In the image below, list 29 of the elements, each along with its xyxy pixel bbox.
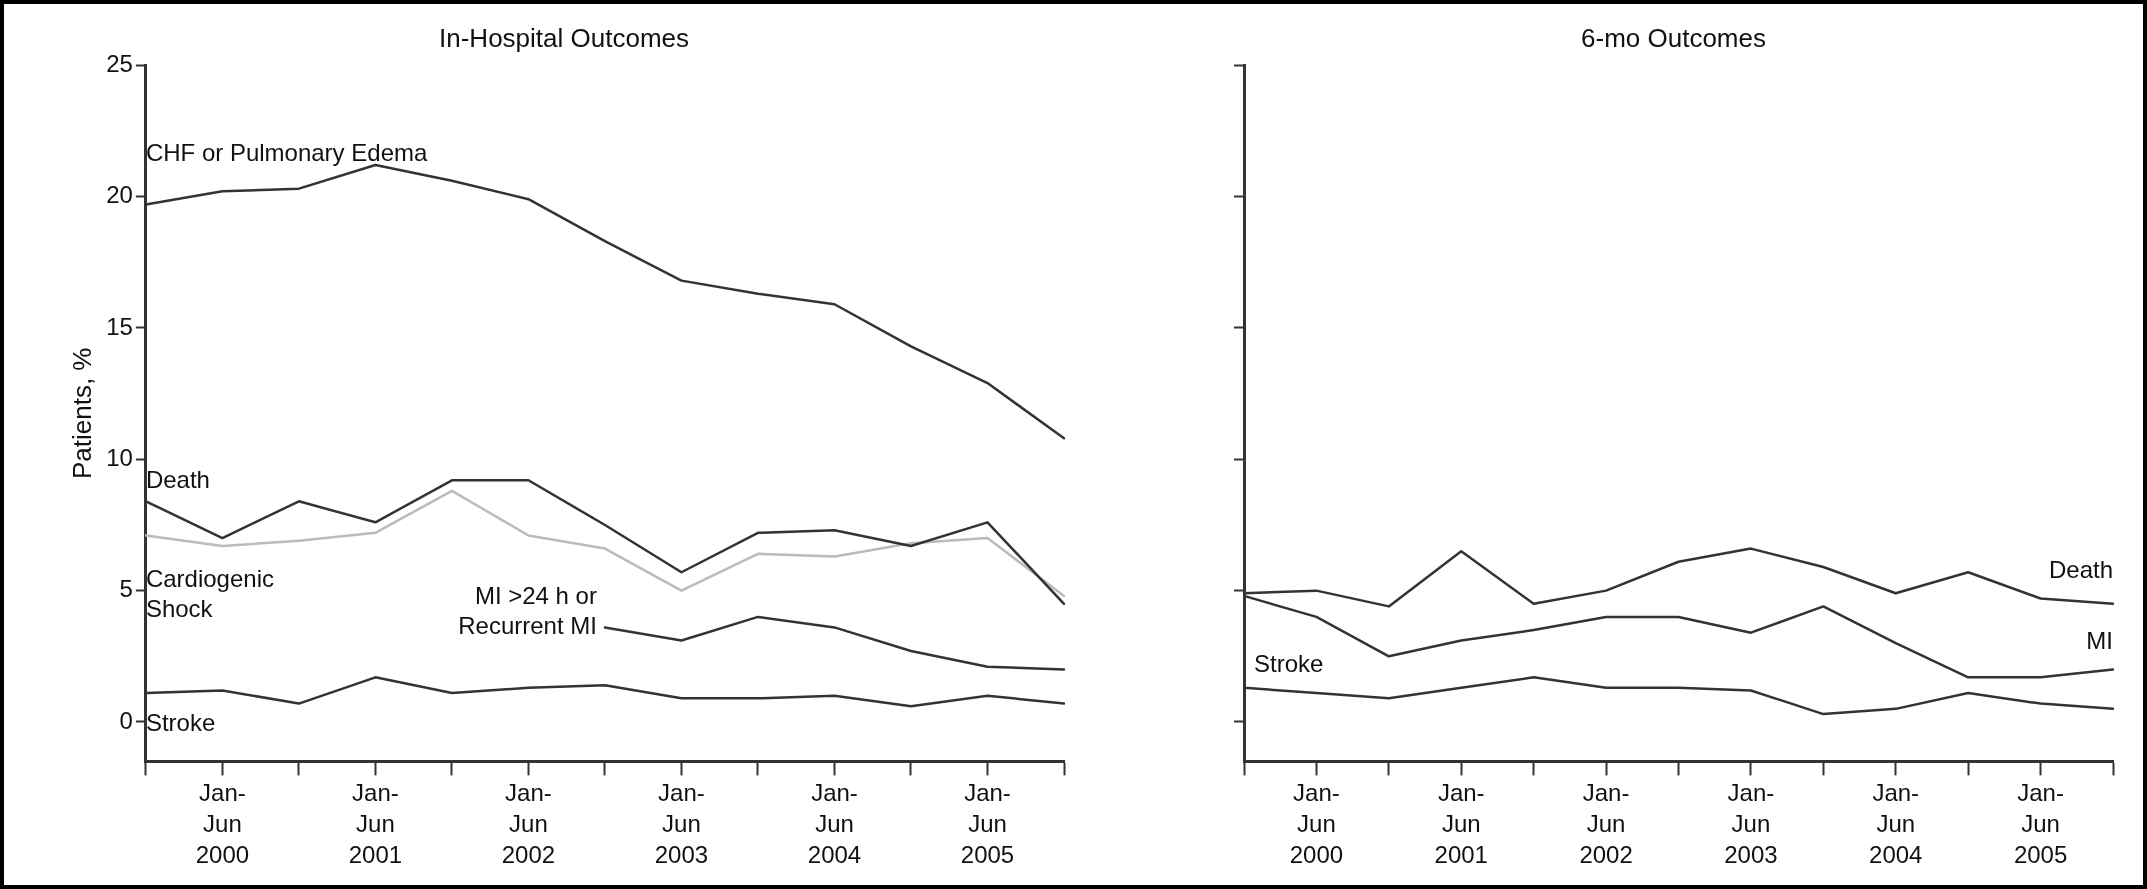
- series-label: Cardiogenic Shock: [145, 565, 274, 623]
- series-label: Death: [145, 465, 210, 493]
- series-label: Stroke: [145, 708, 216, 736]
- x-tick-label: Jan-Jun 2001: [348, 778, 403, 869]
- x-tick-label: Jan-Jun 2003: [1724, 778, 1778, 869]
- y-tick-label: 5: [119, 575, 133, 603]
- x-tick-label: Jan-Jun 2002: [501, 778, 556, 869]
- x-tick-label: Jan-Jun 2005: [2013, 778, 2068, 869]
- chart-title: In-Hospital Outcomes: [439, 22, 689, 53]
- chart-title: 6-mo Outcomes: [1581, 22, 1766, 53]
- y-tick-label: 0: [119, 706, 133, 734]
- y-tick-label: 10: [106, 443, 133, 471]
- y-tick-label: 20: [106, 181, 133, 209]
- series-label: CHF or Pulmonary Edema: [145, 139, 428, 167]
- x-tick-label: Jan-Jun 2003: [654, 778, 709, 869]
- x-tick-label: Jan-Jun 2001: [1434, 778, 1488, 869]
- series-label: MI >24 h or Recurrent MI: [458, 582, 597, 640]
- series-label: MI: [2086, 627, 2113, 655]
- x-tick-label: Jan-Jun 2000: [195, 778, 250, 869]
- y-axis-title: Patients, %: [66, 347, 97, 480]
- x-tick-label: Jan-Jun 2004: [807, 778, 862, 869]
- x-tick-label: Jan-Jun 2002: [1579, 778, 1633, 869]
- x-tick-label: Jan-Jun 2005: [960, 778, 1015, 869]
- y-tick-label: 25: [106, 49, 133, 77]
- x-tick-label: Jan-Jun 2004: [1869, 778, 1923, 869]
- y-tick-label: 15: [106, 312, 133, 340]
- series-label: Stroke: [1254, 650, 1324, 678]
- x-tick-label: Jan-Jun 2000: [1289, 778, 1344, 869]
- series-label: Death: [2048, 556, 2113, 584]
